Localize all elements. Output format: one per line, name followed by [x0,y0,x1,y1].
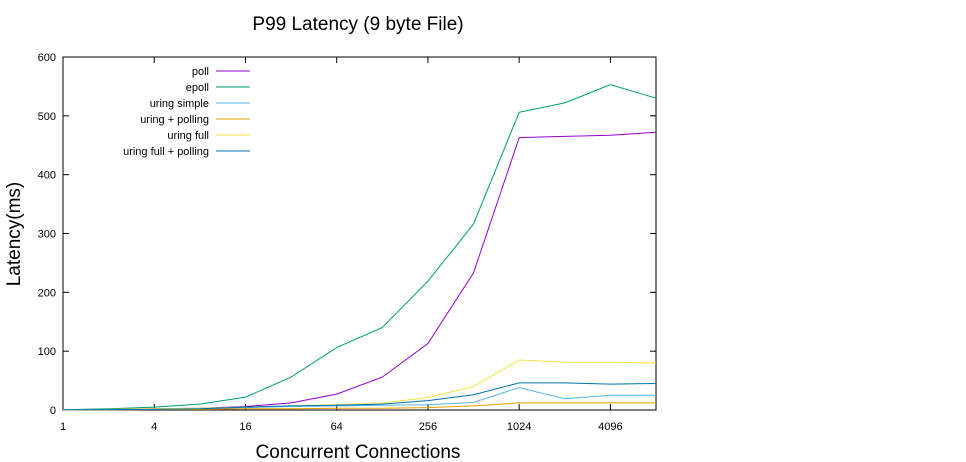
series-line-uring-full-polling [62,382,657,411]
chart-title: P99 Latency (9 byte File) [252,14,463,35]
x-tick-label: 16 [239,421,251,433]
x-tick-label: 1 [60,421,66,433]
series-line-epoll [62,84,657,411]
legend-label: uring full [167,130,209,142]
legend-label: uring simple [150,98,209,110]
legend: poll epoll uring simple uring + polling urin… [123,66,250,158]
series-line-poll [62,131,657,411]
legend-label: uring + polling [140,114,209,126]
y-tick-label: 0 [50,405,56,417]
y-tick-label: 400 [38,170,56,182]
y-tick-label: 300 [38,229,56,241]
legend-label: uring full + polling [123,146,209,158]
y-axis-label: Latency(ms) [4,182,25,287]
x-tick-label: 256 [419,421,437,433]
series-lines [62,84,657,411]
y-tick-label: 500 [38,111,56,123]
y-tick-label: 100 [38,346,56,358]
x-tick-label: 4 [151,421,157,433]
legend-label: epoll [186,82,209,94]
x-tick-label: 64 [331,421,343,433]
y-tick-label: 200 [38,287,56,299]
x-tick-label: 4096 [598,421,622,433]
x-tick-label: 1024 [507,421,531,433]
x-axis: 1 4 16 64 256 1024 4096 [60,57,623,433]
x-axis-label: Concurrent Connections [256,442,461,462]
series-line-uring-simple [62,387,656,411]
y-tick-label: 600 [38,52,56,64]
legend-label: poll [192,66,209,78]
y-axis: 0 100 200 300 400 500 600 [38,52,656,417]
series-line-uring-full [62,359,657,411]
